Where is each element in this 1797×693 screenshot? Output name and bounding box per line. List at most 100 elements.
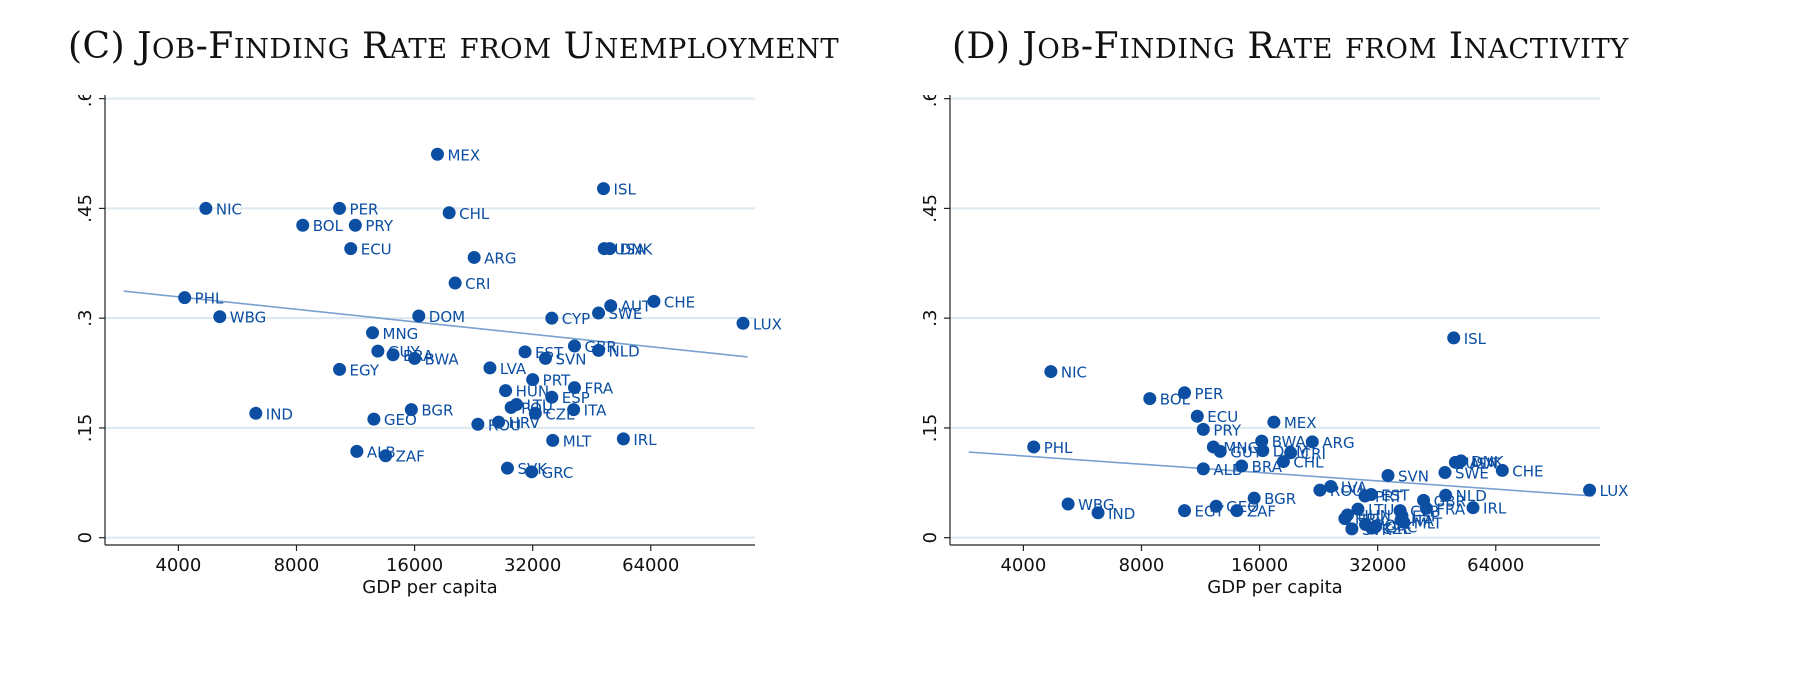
data-point-grc xyxy=(525,465,539,479)
data-point-rou xyxy=(471,417,485,431)
data-point-ltu xyxy=(1351,502,1365,516)
data-point-svk xyxy=(1345,522,1359,536)
data-point-dnk xyxy=(1454,454,1468,468)
point-label-isl: ISL xyxy=(614,181,637,199)
x-tick-label: 64000 xyxy=(622,555,679,576)
point-label-ind: IND xyxy=(1108,505,1135,523)
data-point-chl xyxy=(1276,455,1290,469)
data-point-chl xyxy=(442,206,456,220)
point-label-zaf: ZAF xyxy=(1247,503,1276,521)
data-point-mex xyxy=(430,147,444,161)
data-point-swe xyxy=(592,306,606,320)
point-label-phl: PHL xyxy=(1044,439,1073,457)
point-label-wbg: WBG xyxy=(1078,496,1114,514)
data-point-che xyxy=(1495,463,1509,477)
point-label-nld: NLD xyxy=(1456,487,1487,505)
data-point-dom xyxy=(1256,444,1270,458)
data-point-est xyxy=(518,345,532,359)
point-label-nic: NIC xyxy=(1061,364,1087,382)
data-point-alb xyxy=(1196,462,1210,476)
data-point-bra xyxy=(1235,459,1249,473)
data-point-geo xyxy=(367,412,381,426)
point-label-che: CHE xyxy=(1512,462,1543,480)
point-label-geo: GEO xyxy=(384,411,417,429)
point-label-guy: GUY xyxy=(1230,443,1263,461)
point-label-bwa: BWA xyxy=(425,350,460,368)
y-tick-label: .6 xyxy=(920,95,941,107)
data-point-isl xyxy=(597,182,611,196)
data-point-isl xyxy=(1447,331,1461,345)
point-label-mex: MEX xyxy=(1284,414,1317,432)
point-label-bol: BOL xyxy=(313,217,344,235)
x-tick-label: 4000 xyxy=(155,555,201,576)
point-label-mlt: MLT xyxy=(1414,514,1443,532)
data-point-rou xyxy=(1313,483,1327,497)
data-point-cri xyxy=(1284,446,1298,460)
point-label-che: CHE xyxy=(664,293,695,311)
point-label-per: PER xyxy=(1195,385,1224,403)
data-point-fra xyxy=(567,381,581,395)
data-point-wbg xyxy=(1061,497,1075,511)
data-point-mex xyxy=(1267,415,1281,429)
point-label-swe: SWE xyxy=(609,305,643,323)
point-label-chl: CHL xyxy=(459,205,490,223)
point-label-aut: AUT xyxy=(1469,454,1500,472)
data-point-arg xyxy=(467,250,481,264)
data-point-mng xyxy=(366,326,380,340)
point-label-egy: EGY xyxy=(350,361,380,379)
x-tick-label: 8000 xyxy=(274,555,320,576)
point-label-fra: FRA xyxy=(584,380,613,398)
point-label-ind: IND xyxy=(266,405,293,423)
data-point-alb xyxy=(350,444,364,458)
x-tick-label: 64000 xyxy=(1467,555,1524,576)
x-axis-title: GDP per capita xyxy=(362,577,497,598)
point-label-isl: ISL xyxy=(1464,330,1487,348)
data-point-fra xyxy=(1419,501,1433,515)
panel-c-title: (C) JOB-FINDING RATE FROM UNEMPLOYMENT xyxy=(68,26,840,67)
point-label-bwa: BWA xyxy=(1272,433,1307,451)
point-label-arg: ARG xyxy=(484,249,516,267)
point-label-cri: CRI xyxy=(1301,445,1326,463)
data-point-hun xyxy=(499,384,513,398)
data-point-zaf xyxy=(1230,504,1244,518)
point-label-cri: CRI xyxy=(465,275,490,293)
point-label-bgr: BGR xyxy=(1264,490,1296,508)
data-point-swe xyxy=(1438,466,1452,480)
data-point-phl xyxy=(178,291,192,305)
point-label-irl: IRL xyxy=(633,431,657,449)
point-label-lux: LUX xyxy=(753,315,782,333)
data-point-arg xyxy=(1305,435,1319,449)
point-label-fra: FRA xyxy=(1436,500,1465,518)
data-point-ecu xyxy=(1190,409,1204,423)
data-point-bwa xyxy=(1255,434,1269,448)
data-point-nic xyxy=(199,201,213,215)
data-point-per xyxy=(1178,386,1192,400)
point-label-aut: AUT xyxy=(621,298,652,316)
point-label-bgr: BGR xyxy=(421,402,453,420)
y-tick-label: 0 xyxy=(920,532,941,543)
y-tick-label: .15 xyxy=(75,414,96,443)
x-tick-label: 4000 xyxy=(1000,555,1046,576)
data-point-ltu xyxy=(509,398,523,412)
data-point-irl xyxy=(1466,501,1480,515)
data-point-bol xyxy=(296,218,310,232)
data-point-cri xyxy=(448,276,462,290)
data-point-che xyxy=(647,294,661,308)
data-point-bol xyxy=(1143,392,1157,406)
point-label-bra: BRA xyxy=(1252,458,1283,476)
point-label-nld: NLD xyxy=(609,342,640,360)
point-label-prt: PRT xyxy=(543,372,571,390)
data-point-nld xyxy=(1439,488,1453,502)
point-label-alb: ALB xyxy=(1213,461,1242,479)
point-label-grc: GRC xyxy=(542,464,574,482)
point-label-nic: NIC xyxy=(216,200,242,218)
data-point-aut xyxy=(604,299,618,313)
data-point-ind xyxy=(249,406,263,420)
x-tick-label: 32000 xyxy=(504,555,561,576)
data-point-egy xyxy=(1178,504,1192,518)
data-point-ecu xyxy=(344,242,358,256)
y-tick-label: .3 xyxy=(75,310,96,327)
data-point-gbr xyxy=(567,339,581,353)
chart-c: 0 .15 .3 .45 .6 4000 8000 16000 32000 64000 GDP pe… xyxy=(75,95,782,598)
point-label-pry: PRY xyxy=(365,217,394,235)
